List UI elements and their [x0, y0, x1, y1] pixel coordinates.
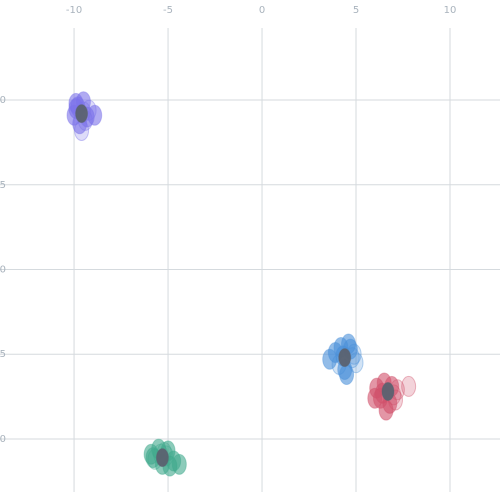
y-tick-label: 10 — [0, 95, 6, 106]
x-tick-label: 0 — [259, 5, 265, 16]
y-tick-label: 0 — [0, 264, 6, 275]
x-tick-label: 5 — [353, 5, 359, 16]
x-tick-label: -10 — [66, 5, 82, 16]
x-tick-label: 10 — [444, 5, 457, 16]
center-point — [338, 348, 352, 368]
point — [367, 387, 383, 409]
center-point — [75, 104, 89, 124]
point — [87, 104, 103, 126]
center-point — [155, 448, 169, 468]
point — [74, 120, 90, 142]
center-point — [381, 382, 395, 402]
x-tick-label: -5 — [163, 5, 173, 16]
y-tick-label: -10 — [0, 434, 6, 445]
y-tick-label: -5 — [0, 349, 6, 360]
point — [401, 375, 417, 397]
y-tick-label: 5 — [0, 180, 6, 191]
